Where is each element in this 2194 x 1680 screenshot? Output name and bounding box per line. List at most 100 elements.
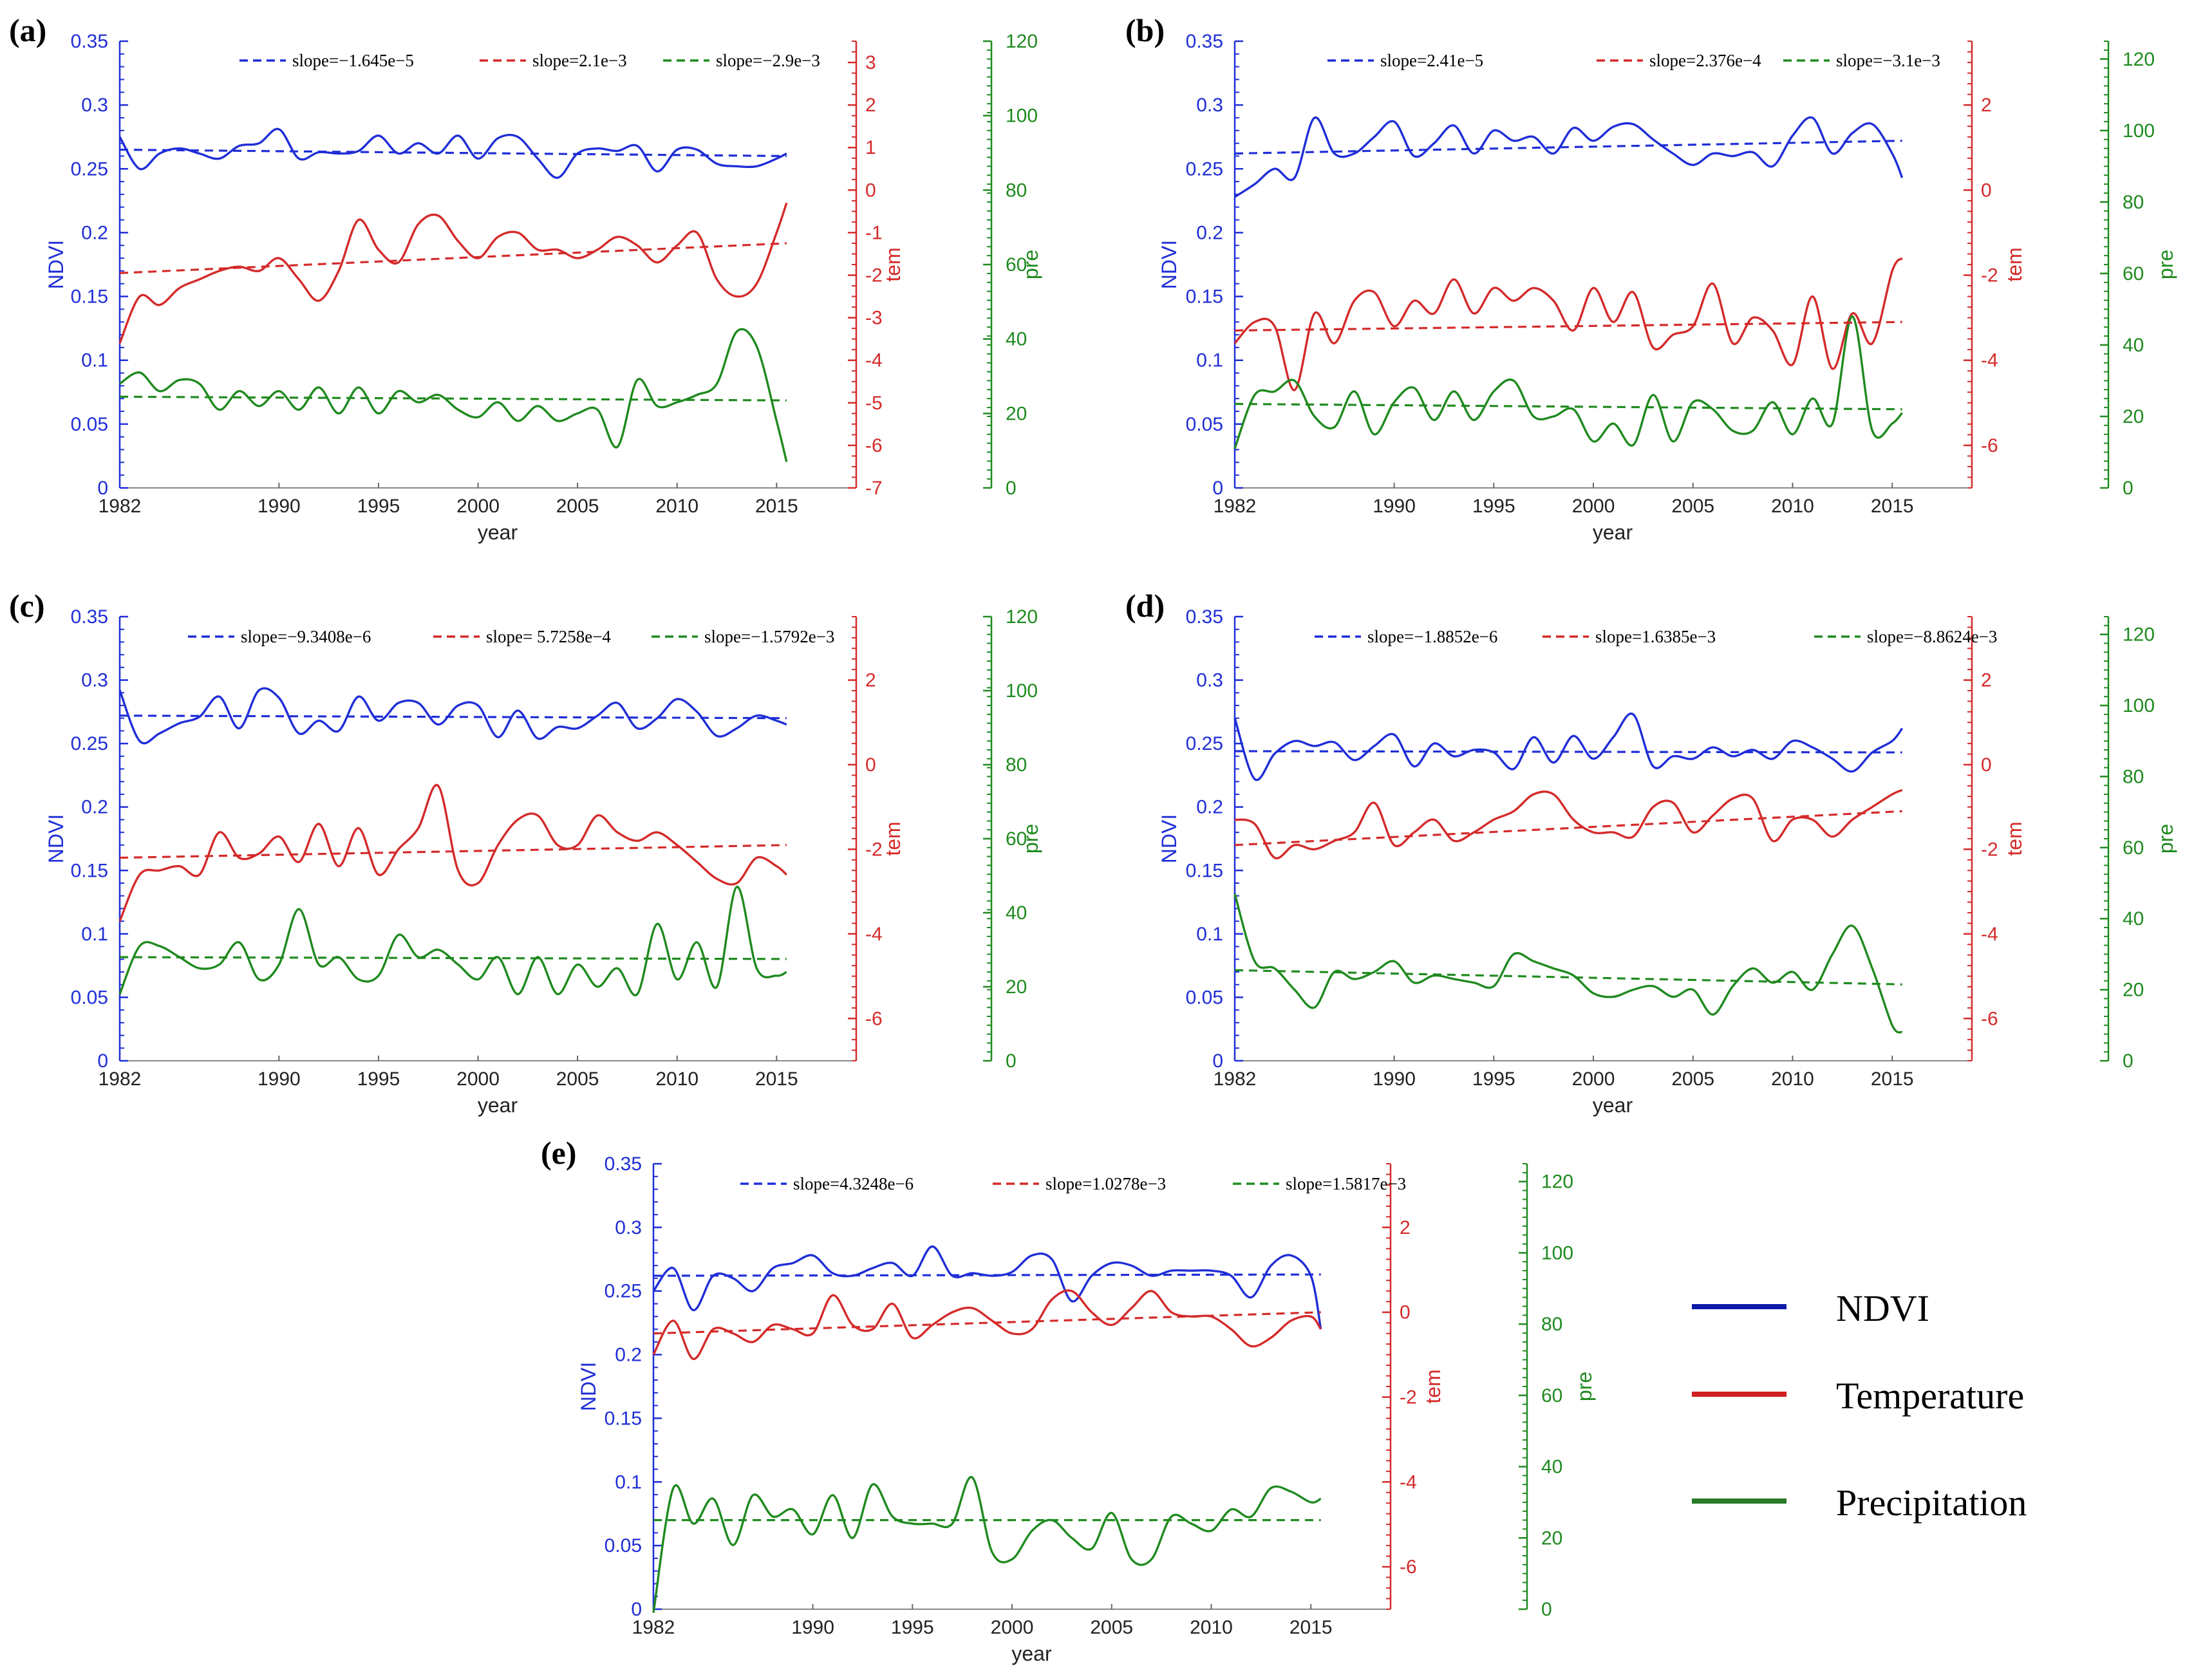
- x-tick-label: 1982: [98, 1069, 142, 1090]
- x-tick-label: 1982: [1214, 1069, 1257, 1090]
- x-axis-title: year: [1593, 521, 1633, 544]
- tem-series-line: [118, 783, 787, 922]
- ndvi-tick-label: 0.3: [615, 1217, 642, 1238]
- pre-tick-label: 40: [1006, 902, 1027, 924]
- pre-tick-label: 20: [1006, 403, 1027, 424]
- ndvi-tick-label: 0.25: [71, 158, 108, 180]
- pre-tick-label: 20: [2123, 406, 2144, 427]
- tem-tick-label: -6: [865, 1008, 883, 1029]
- ndvi-axis-title: NDVI: [1158, 814, 1181, 863]
- pre-tick-label: 80: [1006, 180, 1027, 201]
- pre-tick-label: 60: [1006, 828, 1027, 850]
- ndvi-axis-title: NDVI: [1158, 240, 1181, 289]
- pre-series-line: [652, 1476, 1322, 1613]
- ndvi-series-line: [652, 1245, 1322, 1330]
- ndvi-slope-label: slope=4.3248e−6: [793, 1174, 914, 1193]
- legend-temperature-label: Temperature: [1836, 1375, 2024, 1417]
- tem-axis-title: tem: [2003, 821, 2026, 855]
- x-tick-label: 2005: [1671, 1069, 1714, 1090]
- tem-tick-label: 0: [1981, 754, 1992, 776]
- tem-tick-label: -4: [1400, 1471, 1417, 1493]
- pre-tick-label: 40: [2123, 335, 2144, 356]
- ndvi-slope-label: slope=−1.645e−5: [292, 51, 414, 70]
- ndvi-series-line: [118, 687, 787, 745]
- x-tick-label: 2005: [556, 496, 599, 517]
- ndvi-tick-label: 0.1: [1196, 350, 1223, 371]
- ndvi-tick-label: 0: [1212, 478, 1223, 499]
- pre-tick-label: 80: [1006, 754, 1027, 776]
- ndvi-tick-label: 0.35: [1186, 606, 1223, 628]
- tem-tick-label: 0: [1400, 1302, 1411, 1323]
- x-tick-label: 1995: [1472, 496, 1515, 517]
- x-tick-label: 1995: [891, 1617, 934, 1638]
- tem-tick-label: -6: [1981, 1008, 1998, 1029]
- pre-tick-label: 120: [2123, 49, 2155, 70]
- tem-tick-label: -6: [1400, 1556, 1417, 1578]
- tem-trend-line: [119, 844, 787, 859]
- pre-axis-title: pre: [1573, 1372, 1596, 1401]
- tem-tick-label: 2: [865, 670, 876, 691]
- pre-tick-label: 80: [2123, 766, 2144, 787]
- x-tick-label: 2000: [991, 1617, 1034, 1638]
- ndvi-series-line: [1233, 712, 1904, 781]
- chart-panel-a: (a)1982 1990 1995 2000 2005 2010 2015year00.05…: [9, 12, 1042, 544]
- pre-tick-label: 0: [1541, 1599, 1552, 1620]
- x-tick-label: 1995: [357, 1069, 400, 1090]
- x-tick-label: 2015: [755, 496, 798, 517]
- x-axis-title: year: [478, 521, 518, 544]
- legend-precipitation-label: Precipitation: [1836, 1482, 2027, 1524]
- x-tick-label: 1990: [258, 496, 301, 517]
- pre-slope-label: slope=1.5817e−3: [1286, 1174, 1406, 1193]
- tem-slope-label: slope=2.376e−4: [1649, 51, 1761, 70]
- panel-label: (e): [541, 1135, 577, 1171]
- chart-panel-b: (b)1982 1990 1995 2000 2005 2010 2015year00.05…: [1125, 12, 2177, 544]
- ndvi-trend-line: [1234, 750, 1902, 754]
- pre-tick-label: 20: [2123, 980, 2144, 1001]
- pre-axis-title: pre: [1019, 824, 1042, 854]
- pre-tick-label: 100: [2123, 695, 2155, 716]
- chart-panel-e: (e)1982 1990 1995 2000 2005 2010 2015year00.05…: [541, 1135, 1596, 1665]
- tem-slope-label: slope=1.0278e−3: [1045, 1174, 1166, 1193]
- ndvi-tick-label: 0.3: [81, 670, 108, 691]
- ndvi-tick-label: 0.1: [81, 924, 108, 945]
- pre-tick-label: 40: [1541, 1457, 1562, 1478]
- ndvi-tick-label: 0.2: [1196, 222, 1223, 243]
- ndvi-tick-label: 0.15: [1186, 860, 1223, 881]
- x-tick-label: 2010: [655, 496, 699, 517]
- pre-tick-label: 0: [1006, 1050, 1017, 1072]
- pre-trend-line: [119, 395, 787, 402]
- tem-tick-label: 2: [1981, 670, 1992, 691]
- ndvi-tick-label: 0.05: [71, 987, 108, 1008]
- ndvi-axis-title: NDVI: [44, 240, 68, 289]
- pre-tick-label: 100: [1006, 106, 1038, 127]
- pre-slope-label: slope=−1.5792e−3: [704, 627, 834, 646]
- pre-tick-label: 60: [1006, 254, 1027, 275]
- tem-tick-label: 3: [865, 52, 876, 73]
- tem-series-line: [118, 202, 788, 344]
- x-tick-label: 2015: [1871, 1069, 1914, 1090]
- x-tick-label: 2005: [1090, 1617, 1133, 1638]
- ndvi-slope-label: slope=−1.8852e−6: [1367, 627, 1497, 646]
- ndvi-trend-line: [119, 714, 787, 720]
- tem-tick-label: -1: [865, 222, 883, 243]
- tem-tick-label: -4: [865, 924, 883, 945]
- tem-trend-line: [119, 242, 787, 274]
- pre-tick-label: 120: [1006, 31, 1038, 52]
- ndvi-tick-label: 0: [631, 1599, 642, 1620]
- pre-trend-line: [1234, 969, 1902, 985]
- tem-tick-label: 2: [1981, 95, 1992, 116]
- panel-label: (a): [9, 12, 46, 48]
- tem-slope-label: slope=2.1e−3: [532, 51, 627, 70]
- tem-axis-title: tem: [1421, 1369, 1445, 1403]
- ndvi-tick-label: 0.1: [1196, 924, 1223, 945]
- x-tick-label: 1995: [1472, 1069, 1515, 1090]
- pre-tick-label: 40: [2123, 908, 2144, 929]
- pre-tick-label: 0: [2123, 478, 2133, 499]
- ndvi-tick-label: 0.1: [615, 1471, 642, 1493]
- ndvi-tick-label: 0.05: [1186, 414, 1223, 435]
- ndvi-tick-label: 0.15: [1186, 286, 1223, 308]
- ndvi-tick-label: 0.3: [1196, 95, 1223, 116]
- pre-tick-label: 120: [1541, 1171, 1573, 1193]
- tem-tick-label: 0: [1981, 180, 1992, 201]
- tem-tick-label: -5: [865, 393, 883, 414]
